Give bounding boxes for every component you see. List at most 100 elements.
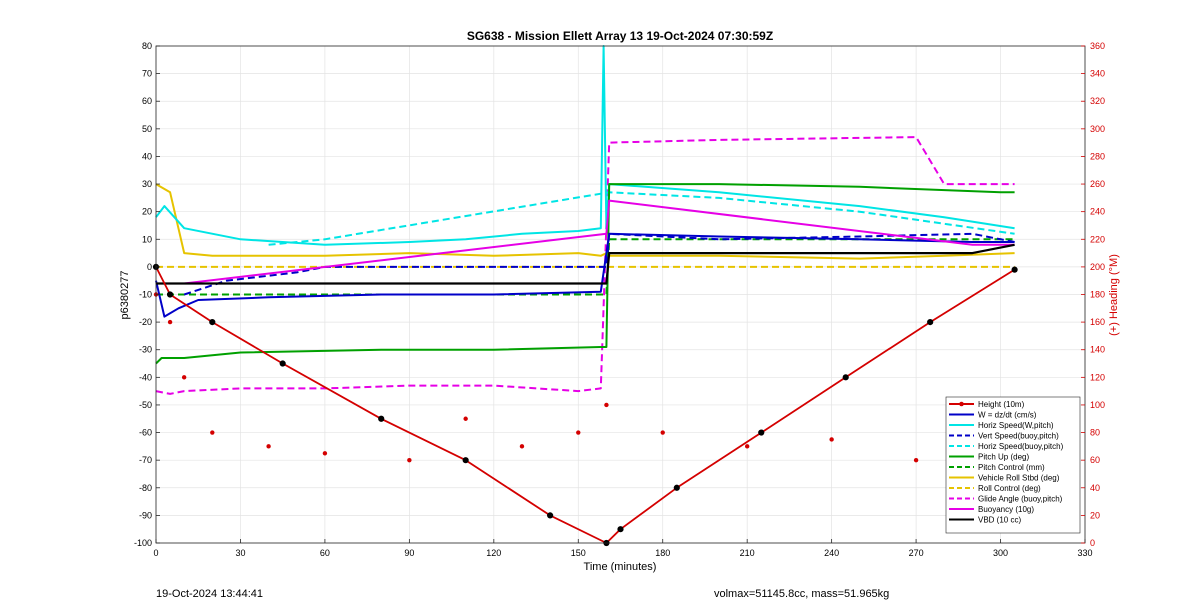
footer-timestamp: 19-Oct-2024 13:44:41: [156, 588, 264, 600]
y2-tick-label: 40: [1090, 483, 1100, 493]
y-tick-label: 80: [142, 41, 152, 51]
y2-tick-label: 260: [1090, 179, 1105, 189]
legend-label: Pitch Control (mm): [978, 463, 1045, 472]
legend-label: Vehicle Roll Stbd (deg): [978, 474, 1060, 483]
legend-label: Glide Angle (buoy,pitch): [978, 495, 1063, 504]
heading-point: [576, 430, 581, 435]
heading-point: [407, 457, 412, 463]
x-axis-label: Time (minutes): [584, 561, 657, 573]
series-height: [155, 266, 1016, 544]
y-tick-label: -90: [139, 510, 152, 520]
y-tick-label: -60: [139, 428, 152, 438]
series-horiz-speed-w: [155, 45, 1015, 246]
y-tick-label: 50: [142, 124, 152, 134]
series-layer: [152, 45, 1018, 547]
height-point: [1011, 266, 1018, 273]
y2-tick-label: 320: [1090, 96, 1105, 106]
y-tick-label: -80: [139, 483, 152, 493]
y-tick-label: 20: [142, 207, 152, 217]
height-point: [378, 415, 385, 422]
y2-tick-label: 80: [1090, 428, 1100, 438]
x-tick-label: 210: [740, 548, 755, 558]
y2-tick-label: 60: [1090, 455, 1100, 465]
heading-point: [266, 444, 271, 449]
y2-tick-label: 20: [1090, 510, 1100, 520]
series-vehicle-roll: [155, 183, 1015, 260]
legend-label: Height (10m): [978, 400, 1025, 409]
y2-tick-label: 280: [1090, 151, 1105, 161]
height-point: [279, 360, 286, 367]
height-point: [462, 457, 469, 464]
y2-axis-ticks: 3603403203002802602402202001801601401201…: [1081, 41, 1105, 548]
series-horiz-speed-buoy: [268, 191, 1015, 246]
height-point: [673, 484, 680, 491]
heading-point: [519, 444, 525, 449]
heading-point: [210, 430, 215, 435]
y2-tick-label: 340: [1090, 69, 1105, 79]
heading-point: [181, 375, 187, 380]
x-tick-label: 30: [235, 548, 245, 558]
y-tick-label: -20: [139, 317, 152, 327]
series-w: [155, 232, 1015, 318]
legend-label: Horiz Speed(W,pitch): [978, 421, 1054, 430]
heading-point: [913, 457, 919, 463]
legend-label: Pitch Up (deg): [978, 453, 1029, 462]
legend-marker: [959, 401, 964, 407]
y-tick-label: -50: [139, 400, 152, 410]
heading-point: [660, 430, 665, 435]
heading-point: [744, 444, 750, 449]
heading-point: [604, 402, 609, 408]
legend-label: Buoyancy (10g): [978, 505, 1034, 514]
height-point: [166, 291, 174, 298]
height-point: [842, 374, 849, 381]
heading-point: [829, 437, 834, 442]
y2-tick-label: 0: [1090, 538, 1095, 548]
y2-tick-label: 300: [1090, 124, 1105, 134]
heading-point: [167, 319, 173, 325]
x-tick-label: 120: [486, 548, 501, 558]
height-point: [547, 512, 554, 519]
y-tick-label: 70: [142, 69, 152, 79]
series-vbd: [156, 243, 1015, 285]
series-glide-angle: [155, 136, 1015, 395]
height-point: [758, 429, 765, 436]
heading-point: [463, 416, 468, 421]
y2-tick-label: 140: [1090, 345, 1105, 355]
y-tick-label: 30: [142, 179, 152, 189]
y2-axis-label: (+) Heading (°M): [1108, 254, 1120, 336]
y2-tick-label: 120: [1090, 372, 1105, 382]
legend-label: Horiz Speed(buoy,pitch): [978, 442, 1064, 451]
legend: Height (10m)W = dz/dt (cm/s)Horiz Speed(…: [945, 396, 1081, 534]
legend-label: Vert Speed(buoy,pitch): [978, 432, 1059, 441]
height-point: [927, 319, 934, 326]
y2-tick-label: 100: [1090, 400, 1105, 410]
y-tick-label: 0: [147, 262, 152, 272]
chart-title: SG638 - Mission Ellett Array 13 19-Oct-2…: [467, 29, 773, 43]
x-tick-label: 180: [655, 548, 670, 558]
x-tick-label: 60: [320, 548, 330, 558]
y2-tick-label: 360: [1090, 41, 1105, 51]
y2-tick-label: 220: [1090, 234, 1105, 244]
x-tick-label: 300: [993, 548, 1008, 558]
x-tick-label: 330: [1077, 548, 1092, 558]
x-tick-label: 270: [909, 548, 924, 558]
y-tick-label: -10: [139, 290, 152, 300]
y-tick-label: -70: [139, 455, 152, 465]
height-point: [617, 526, 624, 533]
y-tick-label: -30: [139, 345, 152, 355]
y-tick-label: -100: [134, 538, 152, 548]
series-pitch-up: [155, 183, 1015, 365]
y-tick-label: 40: [142, 151, 152, 161]
x-tick-label: 0: [153, 548, 158, 558]
x-axis-ticks: 0 30 60 90 120 150 180 210 240 270 300 330: [153, 539, 1093, 558]
legend-label: VBD (10 cc): [978, 516, 1021, 525]
legend-label: W = dz/dt (cm/s): [978, 411, 1037, 420]
y-tick-label: 60: [142, 96, 152, 106]
y-tick-label: -40: [139, 372, 152, 382]
y2-tick-label: 200: [1090, 262, 1105, 272]
x-tick-label: 240: [824, 548, 839, 558]
y2-tick-label: 240: [1090, 207, 1105, 217]
legend-label: Roll Control (deg): [978, 484, 1041, 493]
y-axis-label: p6380277: [119, 271, 131, 320]
